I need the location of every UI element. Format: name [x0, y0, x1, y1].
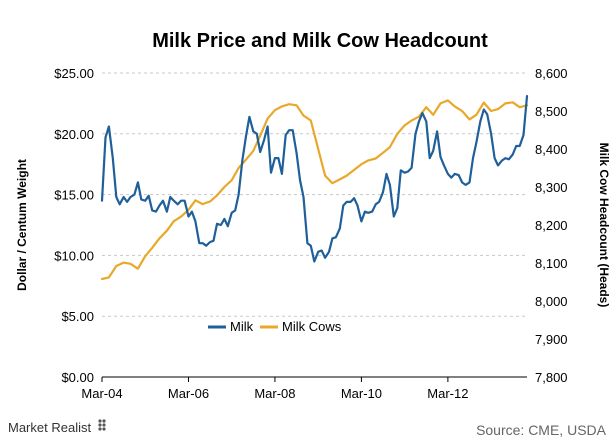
left-tick-label: $5.00 [61, 309, 94, 324]
series-lines [100, 94, 529, 281]
x-axis: Mar-04 Mar-06 Mar-08 Mar-10 Mar-12 [81, 377, 468, 401]
left-tick-label: $25.00 [54, 66, 94, 81]
left-axis-label: Dollar / Centum Weight [15, 159, 29, 291]
right-axis-label: Milk Cow Headcount (Heads) [597, 143, 611, 308]
right-tick-label: 8,300 [535, 180, 568, 195]
right-tick-label: 8,200 [535, 218, 568, 233]
chart-title: Milk Price and Milk Cow Headcount [152, 30, 488, 52]
right-tick-label: 8,000 [535, 294, 568, 309]
x-tick-label: Mar-10 [341, 386, 382, 401]
x-tick-label: Mar-04 [81, 386, 122, 401]
right-tick-label: 7,800 [535, 370, 568, 385]
x-tick-label: Mar-08 [254, 386, 295, 401]
left-tick-label: $0.00 [61, 370, 94, 385]
right-tick-label: 8,400 [535, 142, 568, 157]
right-axis: 7,800 7,900 8,000 8,100 8,200 8,300 8,400 8,500… [535, 66, 568, 385]
right-tick-label: 8,600 [535, 66, 568, 81]
source-note: Source: CME, USDA [476, 422, 607, 438]
left-tick-label: $10.00 [54, 248, 94, 263]
right-tick-label: 8,500 [535, 104, 568, 119]
left-tick-label: $15.00 [54, 188, 94, 203]
brand-text: Market Realist [8, 420, 91, 435]
left-axis: $0.00 $5.00 $10.00 $15.00 $20.00 $25.00 [54, 66, 94, 385]
legend-milk-label: Milk [230, 319, 254, 334]
right-tick-label: 8,100 [535, 256, 568, 271]
left-tick-label: $20.00 [54, 127, 94, 142]
right-tick-label: 7,900 [535, 332, 568, 347]
brand-dots-icon [98, 419, 106, 431]
milk-cows-line [100, 99, 529, 281]
legend-milk-cows-label: Milk Cows [282, 319, 342, 334]
x-tick-label: Mar-06 [168, 386, 209, 401]
x-tick-label: Mar-12 [427, 386, 468, 401]
brand-logo: Market Realist [8, 419, 106, 435]
milk-price-line [100, 94, 529, 263]
legend: Milk Milk Cows [208, 319, 342, 334]
